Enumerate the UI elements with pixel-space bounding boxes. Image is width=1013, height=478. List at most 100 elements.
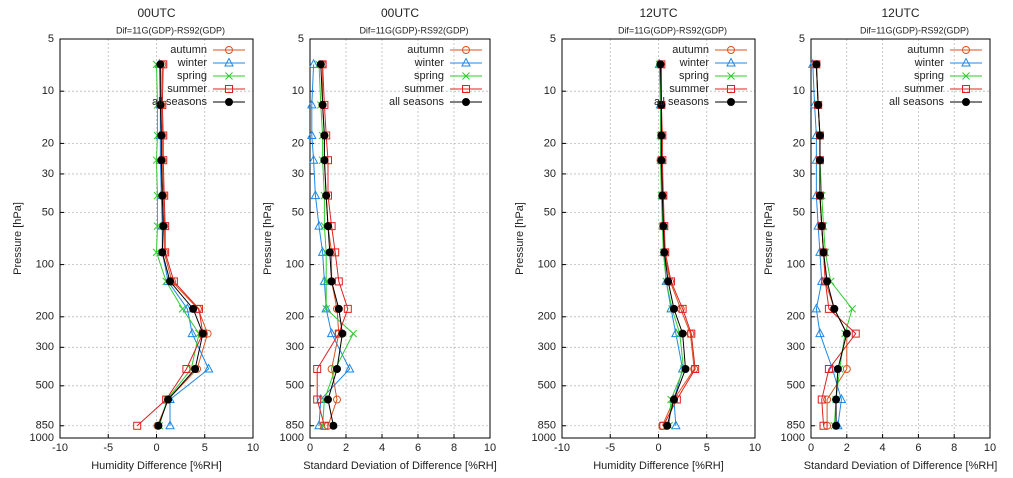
legend-marker: [462, 46, 470, 54]
marker: [333, 395, 341, 404]
x-tick-label: 5: [704, 442, 710, 454]
panel-subtitle: Dif=11G(GDP)-RS92(GDP): [116, 25, 225, 35]
x-tick-label: 10: [749, 442, 761, 454]
marker: [663, 421, 672, 430]
legend-marker: [225, 98, 233, 106]
marker: [318, 421, 327, 430]
legend-marker: [461, 57, 471, 67]
marker: [817, 395, 826, 404]
marker: [203, 363, 214, 373]
panel-subtitle: Dif=11G(GDP)-RS92(GDP): [618, 25, 727, 35]
x-tick-label: 6: [915, 442, 921, 454]
marker: [815, 156, 824, 165]
marker: [815, 191, 824, 200]
x-tick-label: 0: [808, 442, 814, 454]
marker: [306, 129, 317, 139]
y-tick-label: 20: [544, 137, 556, 149]
marker: [664, 277, 673, 286]
series-line: [158, 64, 210, 426]
legend-label: spring: [914, 70, 944, 82]
marker: [842, 329, 851, 338]
plot-frame: [309, 38, 491, 439]
y-tick-label: 30: [292, 168, 304, 180]
y-tick-label: 50: [42, 206, 54, 218]
y-tick-label: 500: [787, 380, 805, 392]
marker: [669, 304, 678, 313]
x-axis-label: Humidity Difference [%RH]: [593, 460, 724, 472]
marker: [657, 100, 666, 109]
marker: [691, 364, 700, 373]
y-tick-label: 850: [538, 420, 556, 432]
x-tick-label: -10: [554, 442, 570, 454]
marker: [153, 222, 162, 230]
legend-label: summer: [404, 83, 444, 95]
marker: [313, 395, 322, 404]
legend-marker: [962, 72, 970, 80]
marker: [814, 100, 823, 109]
x-tick-label: 2: [844, 442, 850, 454]
x-tick-label: 0: [655, 442, 661, 454]
y-tick-label: 5: [799, 33, 805, 45]
legend-label: winter: [679, 57, 710, 69]
y-tick-label: 100: [538, 259, 556, 271]
marker: [133, 421, 142, 430]
x-tick-label: 5: [202, 442, 208, 454]
y-tick-label: 300: [286, 341, 304, 353]
y-tick-label: 30: [544, 168, 556, 180]
marker: [344, 363, 355, 373]
marker: [817, 222, 826, 231]
legend-marker: [225, 46, 233, 54]
marker: [669, 395, 678, 404]
marker: [329, 421, 338, 430]
marker: [842, 364, 851, 373]
legend-marker: [462, 85, 470, 93]
legend-label: spring: [177, 70, 207, 82]
marker: [158, 191, 167, 200]
marker: [338, 329, 347, 338]
marker: [321, 303, 332, 313]
y-tick-label: 50: [793, 206, 805, 218]
marker: [334, 304, 343, 313]
plot-frame: [810, 38, 991, 439]
marker: [815, 131, 824, 140]
y-tick-label: 10: [544, 85, 556, 97]
marker: [318, 100, 327, 109]
marker: [687, 329, 696, 338]
series-line: [311, 64, 351, 426]
series-line: [659, 64, 695, 426]
marker: [833, 364, 842, 373]
y-axis-label: Pressure [hPa]: [262, 202, 274, 275]
legend-marker: [726, 57, 736, 67]
legend-label: all seasons: [152, 96, 208, 108]
marker: [671, 328, 681, 338]
marker: [166, 277, 175, 286]
legend-marker: [462, 98, 470, 106]
x-axis-label: Humidity Difference [%RH]: [91, 460, 222, 472]
x-tick-label: 10: [984, 442, 996, 454]
y-tick-label: 1000: [30, 432, 54, 444]
x-tick-label: 4: [880, 442, 886, 454]
x-tick-label: 2: [343, 442, 349, 454]
marker: [308, 154, 319, 164]
x-tick-label: 8: [951, 442, 957, 454]
legend-marker: [727, 72, 735, 80]
marker: [313, 364, 322, 373]
marker: [823, 395, 832, 404]
legend-marker: [225, 85, 233, 93]
marker: [349, 329, 358, 338]
panel-subtitle: Dif=11G(GDP)-RS92(GDP): [860, 25, 969, 35]
legend-label: spring: [414, 70, 444, 82]
marker: [164, 395, 173, 404]
legend-marker: [225, 72, 233, 80]
y-tick-label: 30: [42, 168, 54, 180]
y-tick-label: 5: [48, 33, 54, 45]
y-tick-label: 1000: [280, 432, 304, 444]
y-tick-label: 50: [292, 206, 304, 218]
marker: [343, 304, 352, 313]
legend-marker: [727, 85, 735, 93]
y-tick-label: 50: [544, 206, 556, 218]
marker: [815, 328, 825, 338]
marker: [178, 305, 187, 313]
marker: [660, 248, 669, 257]
marker: [678, 329, 687, 338]
